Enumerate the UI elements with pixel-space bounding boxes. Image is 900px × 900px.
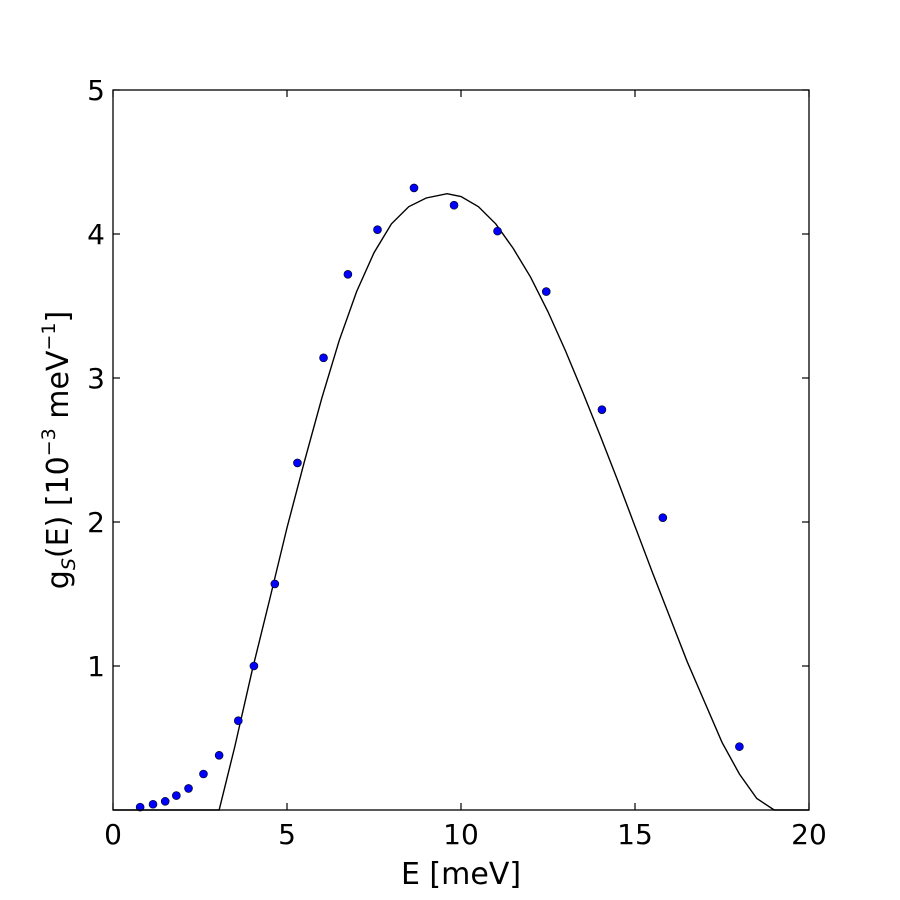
data-point: [249, 661, 259, 671]
x-tick-label: 20: [791, 818, 827, 851]
x-tick-label: 15: [617, 818, 653, 851]
y-axis-label-end: ]: [41, 311, 76, 323]
y-tick-label: 5: [87, 74, 105, 107]
data-point: [373, 225, 382, 234]
data-point: [449, 200, 459, 210]
y-axis-label-subscript: S: [58, 558, 80, 570]
points-layer: [135, 183, 744, 812]
data-point: [319, 353, 328, 363]
x-axis-label: E [meV]: [401, 857, 521, 892]
data-point: [493, 226, 502, 236]
y-tick-label: 4: [87, 218, 105, 251]
data-point: [409, 183, 419, 193]
y-tick-label: 3: [87, 362, 105, 395]
y-axis-label: gS(E) [10−3 meV−1]: [38, 311, 80, 589]
data-point: [658, 513, 668, 522]
data-point: [541, 287, 551, 296]
data-point: [172, 791, 181, 800]
data-point: [597, 405, 607, 414]
data-point: [148, 799, 158, 809]
data-point: [160, 797, 170, 806]
data-point: [135, 802, 145, 812]
y-tick-label: 2: [87, 506, 105, 539]
data-point: [214, 750, 224, 760]
y-tick-label: 1: [87, 650, 105, 683]
y-axis-label-main: g: [41, 570, 76, 589]
y-axis-label-part2: (E) [10: [41, 456, 76, 558]
data-point: [293, 458, 302, 468]
data-point: [343, 270, 353, 279]
data-point: [270, 579, 280, 589]
y-axis-label-exponent2: −1: [38, 323, 60, 351]
data-point: [199, 769, 208, 779]
curve-layer: [113, 192, 809, 811]
x-tick-label: 5: [278, 818, 296, 851]
fit-curve: [113, 192, 809, 811]
data-point: [735, 742, 744, 751]
ticks-layer: 0 5 10 15 20 1 2 3 4 5: [87, 74, 827, 851]
x-tick-label: 0: [104, 818, 122, 851]
y-axis-label-exponent1: −3: [38, 428, 60, 456]
data-point: [184, 784, 193, 793]
data-point: [233, 716, 243, 726]
x-tick-label: 10: [443, 818, 479, 851]
y-axis-label-part3: meV: [41, 350, 76, 428]
